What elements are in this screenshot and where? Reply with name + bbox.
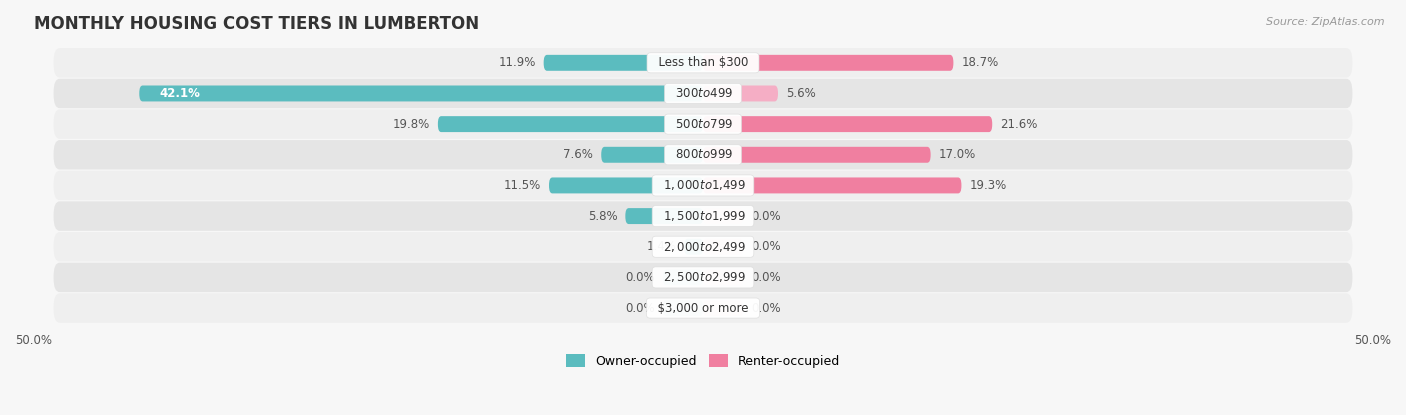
FancyBboxPatch shape: [703, 300, 744, 316]
FancyBboxPatch shape: [703, 147, 931, 163]
Text: $3,000 or more: $3,000 or more: [650, 302, 756, 315]
Text: $1,500 to $1,999: $1,500 to $1,999: [655, 209, 751, 223]
Text: 19.8%: 19.8%: [392, 117, 430, 131]
FancyBboxPatch shape: [139, 85, 703, 101]
Text: $500 to $799: $500 to $799: [668, 117, 738, 131]
Text: 5.8%: 5.8%: [588, 210, 617, 222]
FancyBboxPatch shape: [703, 116, 993, 132]
FancyBboxPatch shape: [703, 239, 744, 255]
FancyBboxPatch shape: [703, 55, 953, 71]
Text: 21.6%: 21.6%: [1000, 117, 1038, 131]
FancyBboxPatch shape: [685, 239, 703, 255]
FancyBboxPatch shape: [53, 171, 1353, 200]
FancyBboxPatch shape: [544, 55, 703, 71]
Text: $2,000 to $2,499: $2,000 to $2,499: [655, 240, 751, 254]
FancyBboxPatch shape: [53, 110, 1353, 139]
Text: $800 to $999: $800 to $999: [668, 148, 738, 161]
Text: 5.6%: 5.6%: [786, 87, 815, 100]
Legend: Owner-occupied, Renter-occupied: Owner-occupied, Renter-occupied: [561, 349, 845, 373]
FancyBboxPatch shape: [53, 140, 1353, 169]
FancyBboxPatch shape: [703, 178, 962, 193]
FancyBboxPatch shape: [662, 269, 703, 286]
Text: 0.0%: 0.0%: [751, 210, 780, 222]
Text: 0.0%: 0.0%: [626, 302, 655, 315]
FancyBboxPatch shape: [53, 232, 1353, 261]
Text: $2,500 to $2,999: $2,500 to $2,999: [655, 271, 751, 284]
FancyBboxPatch shape: [626, 208, 703, 224]
Text: 17.0%: 17.0%: [939, 148, 976, 161]
Text: 11.5%: 11.5%: [503, 179, 541, 192]
Text: 0.0%: 0.0%: [751, 271, 780, 284]
Text: 0.0%: 0.0%: [751, 302, 780, 315]
Text: Less than $300: Less than $300: [651, 56, 755, 69]
FancyBboxPatch shape: [703, 269, 744, 286]
Text: MONTHLY HOUSING COST TIERS IN LUMBERTON: MONTHLY HOUSING COST TIERS IN LUMBERTON: [34, 15, 478, 33]
Text: $300 to $499: $300 to $499: [668, 87, 738, 100]
Text: $1,000 to $1,499: $1,000 to $1,499: [655, 178, 751, 193]
FancyBboxPatch shape: [53, 201, 1353, 231]
Text: 18.7%: 18.7%: [962, 56, 998, 69]
Text: 19.3%: 19.3%: [970, 179, 1007, 192]
FancyBboxPatch shape: [662, 300, 703, 316]
FancyBboxPatch shape: [53, 48, 1353, 78]
Text: 7.6%: 7.6%: [564, 148, 593, 161]
FancyBboxPatch shape: [703, 208, 744, 224]
FancyBboxPatch shape: [548, 178, 703, 193]
Text: 0.0%: 0.0%: [626, 271, 655, 284]
FancyBboxPatch shape: [703, 85, 778, 101]
Text: 42.1%: 42.1%: [159, 87, 200, 100]
FancyBboxPatch shape: [602, 147, 703, 163]
FancyBboxPatch shape: [437, 116, 703, 132]
FancyBboxPatch shape: [53, 293, 1353, 323]
Text: 0.0%: 0.0%: [751, 240, 780, 253]
Text: 1.4%: 1.4%: [647, 240, 676, 253]
FancyBboxPatch shape: [53, 79, 1353, 108]
FancyBboxPatch shape: [53, 263, 1353, 292]
Text: Source: ZipAtlas.com: Source: ZipAtlas.com: [1267, 17, 1385, 27]
Text: 11.9%: 11.9%: [498, 56, 536, 69]
